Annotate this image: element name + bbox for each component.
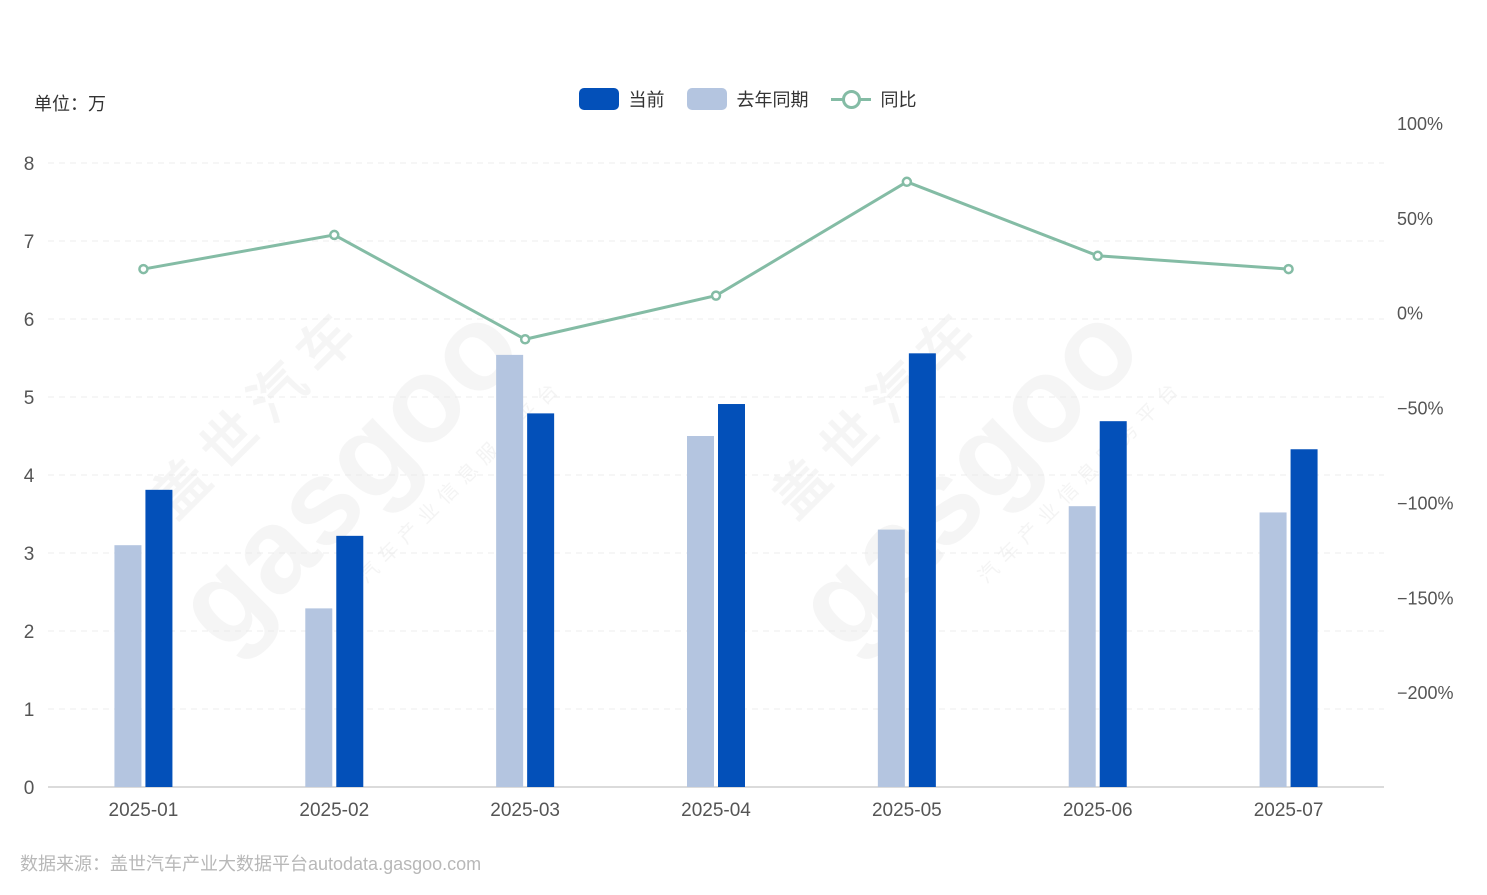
legend-label-current: 当前 [628, 90, 665, 110]
x-tick-label: 2025-01 [109, 800, 179, 821]
y-right-tick-label: −150% [1397, 588, 1454, 608]
y-right-tick-label: 50% [1397, 209, 1433, 229]
legend-swatch-yoy [830, 88, 871, 110]
y-left-tick-label: 8 [24, 154, 35, 175]
bar-current [527, 413, 555, 787]
x-tick-label: 2025-03 [490, 800, 560, 821]
yoy-point [1092, 250, 1103, 262]
bar-last-year [1259, 512, 1287, 787]
yoy-point [138, 263, 149, 275]
x-tick-label: 2025-07 [1254, 800, 1324, 821]
bar-last-year [1068, 506, 1096, 787]
y-right-tick-label: −200% [1397, 683, 1454, 703]
y-left-tick-label: 5 [24, 388, 35, 409]
legend-swatch-current [578, 88, 619, 110]
y-left-tick-label: 1 [24, 700, 35, 721]
y-left-tick-label: 3 [24, 544, 35, 565]
bar-current [336, 535, 364, 787]
y-right-tick-label: −100% [1397, 493, 1454, 513]
legend-swatch-last-year [686, 88, 727, 110]
y-left-tick-label: 6 [24, 310, 35, 331]
legend-item-yoy[interactable]: 同比 [830, 86, 917, 112]
bar-last-year [877, 529, 905, 787]
y-left-tick-label: 2 [24, 622, 35, 643]
legend-label-yoy: 同比 [880, 90, 917, 110]
legend-item-last-year[interactable]: 去年同期 [686, 86, 809, 112]
data-source: 数据来源：盖世汽车产业大数据平台autodata.gasgoo.com [20, 854, 482, 874]
y-right-tick-label: 100% [1397, 114, 1443, 134]
bar-last-year [114, 545, 142, 787]
bar-current [145, 489, 173, 787]
yoy-point [519, 334, 531, 345]
bar-current [908, 353, 936, 787]
unit-label: 单位：万 [34, 94, 106, 114]
y-right-tick-label: −50% [1397, 399, 1444, 419]
x-tick-label: 2025-06 [1063, 800, 1133, 821]
bar-current [1290, 449, 1318, 787]
yoy-point [901, 176, 913, 188]
bar-last-year [305, 608, 333, 787]
yoy-point [1283, 263, 1294, 275]
bar-current [1099, 421, 1127, 787]
y-left-tick-label: 0 [24, 778, 35, 799]
y-left-tick-label: 7 [24, 232, 35, 253]
x-tick-label: 2025-02 [299, 800, 369, 821]
bar-last-year [496, 354, 524, 787]
legend-label-last-year: 去年同期 [736, 90, 809, 110]
bar-last-year [687, 436, 714, 787]
y-left-tick-label: 4 [24, 466, 35, 487]
yoy-point [710, 290, 722, 301]
x-tick-label: 2025-05 [872, 800, 942, 821]
x-tick-label: 2025-04 [681, 800, 751, 821]
legend: 当前 去年同期 同比 [0, 86, 1487, 112]
yoy-point [329, 229, 340, 241]
bar-current [718, 404, 745, 787]
y-right-tick-label: 0% [1397, 304, 1423, 324]
legend-item-current[interactable]: 当前 [578, 86, 665, 112]
